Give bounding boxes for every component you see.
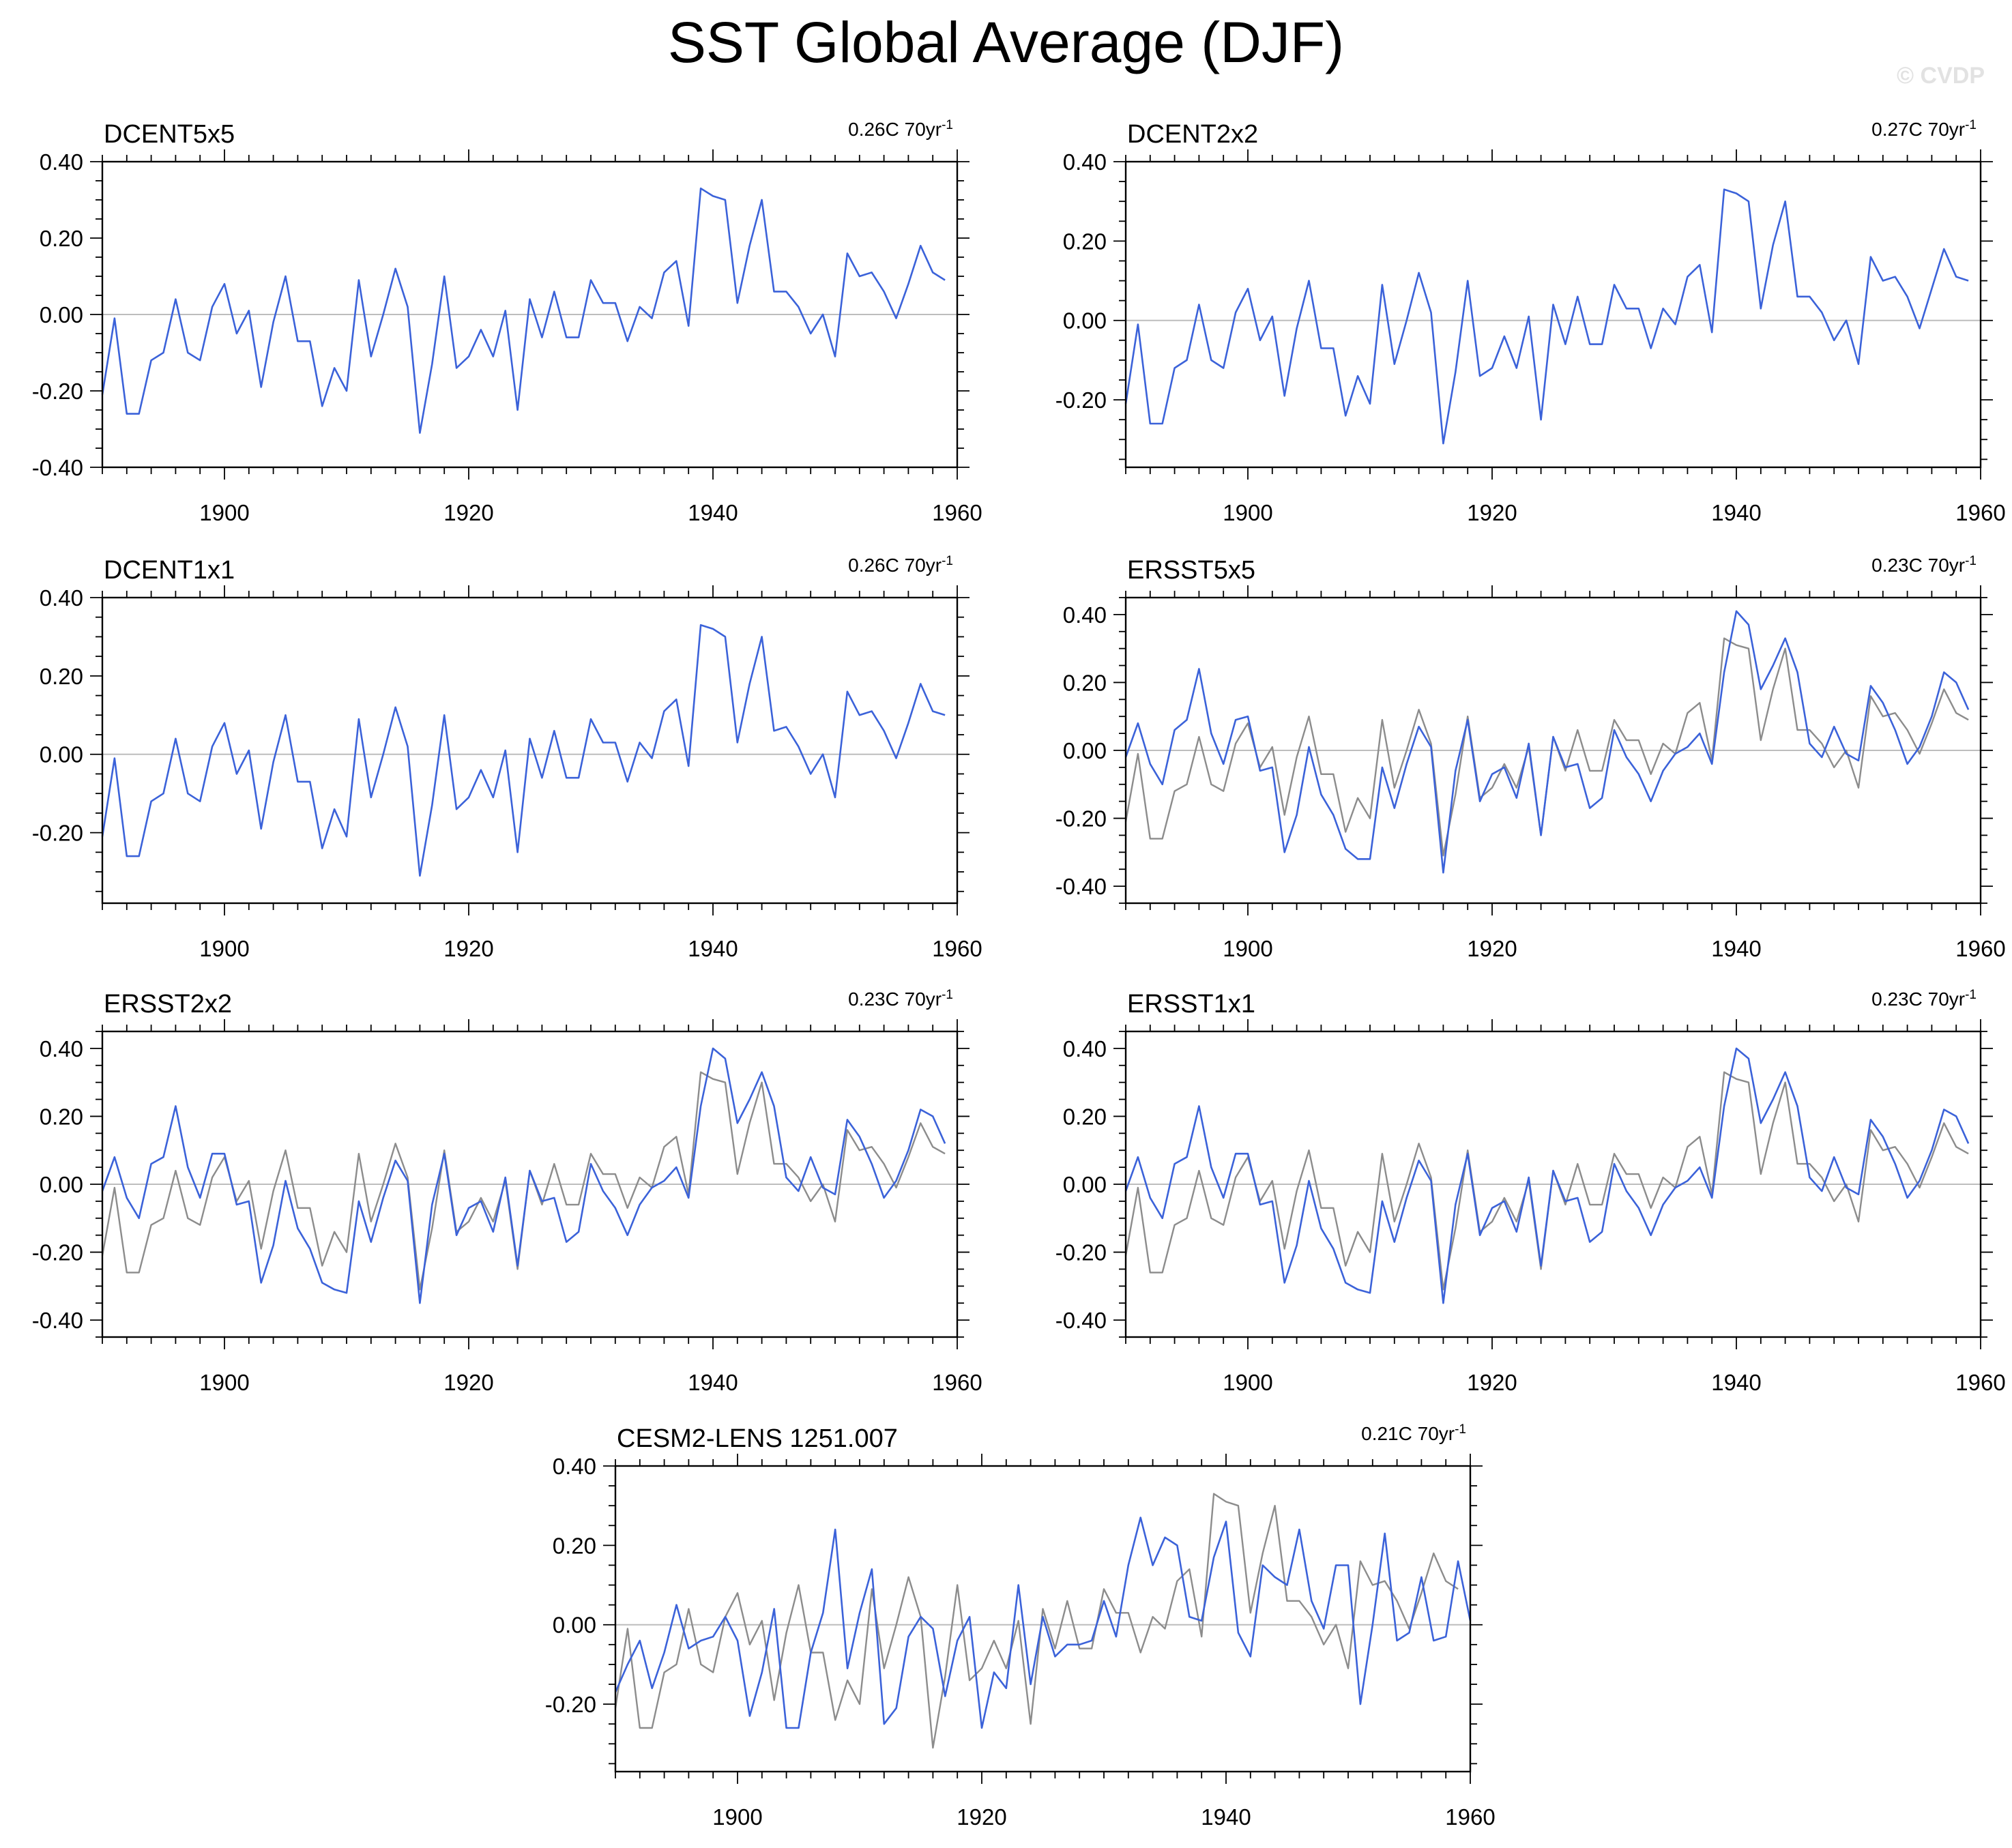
x-tick-label: 1960 <box>1955 936 2005 961</box>
x-tick-label: 1900 <box>1223 1370 1272 1395</box>
x-tick-label: 1940 <box>688 500 738 525</box>
y-tick-label: -0.40 <box>32 1308 83 1333</box>
panel-ersst5x5: ERSST5x5 0.23C 70yr-1 0.40 0.20 0.00 -0.20 -0.… <box>1055 554 2006 962</box>
panel-title: CESM2-LENS 1251.007 <box>617 1424 898 1453</box>
y-tick-label: 0.20 <box>553 1533 596 1558</box>
figure-title: SST Global Average (DJF) <box>667 10 1345 74</box>
panel-title: DCENT2x2 <box>1127 120 1258 149</box>
reference-line-dcent5x5-reference <box>1124 1071 1969 1291</box>
series-line-dcent5x5 <box>101 187 946 434</box>
y-tick-label: 0.40 <box>1063 1036 1107 1061</box>
y-tick-label: 0.20 <box>40 226 83 251</box>
y-tick-label: 0.20 <box>1063 1104 1107 1129</box>
series-line-ersst5x5 <box>1124 610 1970 874</box>
x-tick-label: 1940 <box>688 936 738 961</box>
y-tick-label: 0.00 <box>1063 738 1107 763</box>
x-tick-label: 1960 <box>932 500 982 525</box>
panel-dcent1x1: DCENT1x1 0.26C 70yr-1 0.40 0.20 0.00 -0.20 190… <box>32 554 982 962</box>
x-tick-label: 1920 <box>443 500 493 525</box>
panel-dcent5x5: DCENT5x5 0.26C 70yr-1 0.40 0.20 0.00 -0.20 -0.… <box>32 118 982 526</box>
panel-cesm2-lens-1251-007: CESM2-LENS 1251.007 0.21C 70yr-1 0.40 0.20 0… <box>545 1422 1496 1830</box>
x-tick-label: 1920 <box>443 936 493 961</box>
y-tick-label: -0.20 <box>32 821 83 846</box>
panel-title: DCENT1x1 <box>104 556 235 585</box>
x-tick-label: 1960 <box>1445 1804 1495 1830</box>
y-tick-label: 0.00 <box>40 742 83 767</box>
y-tick-label: 0.00 <box>40 1172 83 1197</box>
x-tick-label: 1960 <box>1955 500 2005 525</box>
y-tick-label: -0.40 <box>32 455 83 480</box>
y-tick-label: 0.20 <box>1063 670 1107 695</box>
y-tick-label: 0.20 <box>40 1104 83 1129</box>
trend-label: 0.26C 70yr-1 <box>848 118 953 141</box>
plot-frame <box>614 1465 1472 1773</box>
y-tick-label: -0.20 <box>1055 387 1107 413</box>
x-tick-label: 1960 <box>1955 1370 2005 1395</box>
series-line-ersst1x1 <box>1124 1047 1970 1304</box>
x-tick-label: 1960 <box>932 936 982 961</box>
y-tick-label: 0.00 <box>1063 308 1107 334</box>
plot-frame <box>1124 160 1982 469</box>
x-tick-label: 1940 <box>688 1370 738 1395</box>
x-tick-label: 1900 <box>1223 500 1272 525</box>
y-tick-label: 0.00 <box>1063 1172 1107 1197</box>
x-tick-label: 1900 <box>199 1370 249 1395</box>
y-tick-label: -0.20 <box>1055 1240 1107 1265</box>
x-tick-label: 1900 <box>199 500 249 525</box>
y-tick-label: 0.40 <box>553 1454 596 1479</box>
panel-title: ERSST1x1 <box>1127 990 1255 1018</box>
reference-line-dcent5x5-reference <box>614 1493 1459 1749</box>
panel-title: ERSST2x2 <box>104 990 232 1018</box>
x-tick-label: 1920 <box>1467 500 1517 525</box>
y-tick-label: 0.20 <box>40 664 83 689</box>
y-tick-label: -0.20 <box>1055 806 1107 832</box>
panel-title: ERSST5x5 <box>1127 556 1255 585</box>
y-tick-label: 0.40 <box>40 585 83 611</box>
x-tick-label: 1920 <box>1467 1370 1517 1395</box>
y-tick-label: 0.40 <box>1063 602 1107 628</box>
x-tick-label: 1940 <box>1711 936 1761 961</box>
x-tick-label: 1920 <box>1467 936 1517 961</box>
y-tick-label: -0.20 <box>32 379 83 404</box>
x-tick-label: 1900 <box>199 936 249 961</box>
y-tick-label: -0.20 <box>32 1240 83 1265</box>
y-tick-label: 0.40 <box>40 149 83 175</box>
reference-line-dcent5x5-reference <box>101 1071 946 1291</box>
trend-label: 0.23C 70yr-1 <box>1871 988 1977 1010</box>
series-line-dcent1x1 <box>101 624 946 877</box>
trend-label: 0.27C 70yr-1 <box>1871 118 1977 141</box>
x-tick-label: 1940 <box>1711 500 1761 525</box>
y-tick-label: -0.20 <box>545 1692 596 1717</box>
y-tick-label: 0.40 <box>40 1036 83 1061</box>
reference-line-dcent5x5-reference <box>1124 637 1969 857</box>
series-line-ersst2x2 <box>101 1047 946 1304</box>
series-line-cesm2-lens-1251-007 <box>614 1516 1472 1729</box>
panel-title: DCENT5x5 <box>104 120 235 149</box>
y-tick-label: 0.00 <box>553 1613 596 1638</box>
trend-label: 0.21C 70yr-1 <box>1361 1422 1466 1445</box>
y-tick-label: -0.40 <box>1055 874 1107 899</box>
x-tick-label: 1920 <box>443 1370 493 1395</box>
trend-label: 0.23C 70yr-1 <box>848 988 953 1010</box>
x-tick-label: 1940 <box>1201 1804 1251 1830</box>
trend-label: 0.23C 70yr-1 <box>1871 554 1977 576</box>
panel-dcent2x2: DCENT2x2 0.27C 70yr-1 0.40 0.20 0.00 -0.20 190… <box>1055 118 2006 526</box>
y-tick-label: 0.40 <box>1063 149 1107 175</box>
trend-label: 0.26C 70yr-1 <box>848 554 953 576</box>
y-tick-label: 0.20 <box>1063 229 1107 254</box>
x-tick-label: 1900 <box>1223 936 1272 961</box>
x-tick-label: 1940 <box>1711 1370 1761 1395</box>
panel-ersst2x2: ERSST2x2 0.23C 70yr-1 0.40 0.20 0.00 -0.20 -0.… <box>32 988 982 1396</box>
cvdp-credit-watermark: © CVDP <box>1897 63 1985 89</box>
series-line-dcent2x2 <box>1124 188 1969 445</box>
y-tick-label: 0.00 <box>40 302 83 327</box>
y-tick-label: -0.40 <box>1055 1308 1107 1333</box>
panel-ersst1x1: ERSST1x1 0.23C 70yr-1 0.40 0.20 0.00 -0.20 -0.… <box>1055 988 2006 1396</box>
plot-frame <box>101 596 959 905</box>
x-tick-label: 1920 <box>957 1804 1006 1830</box>
x-tick-label: 1900 <box>712 1804 762 1830</box>
x-tick-label: 1960 <box>932 1370 982 1395</box>
